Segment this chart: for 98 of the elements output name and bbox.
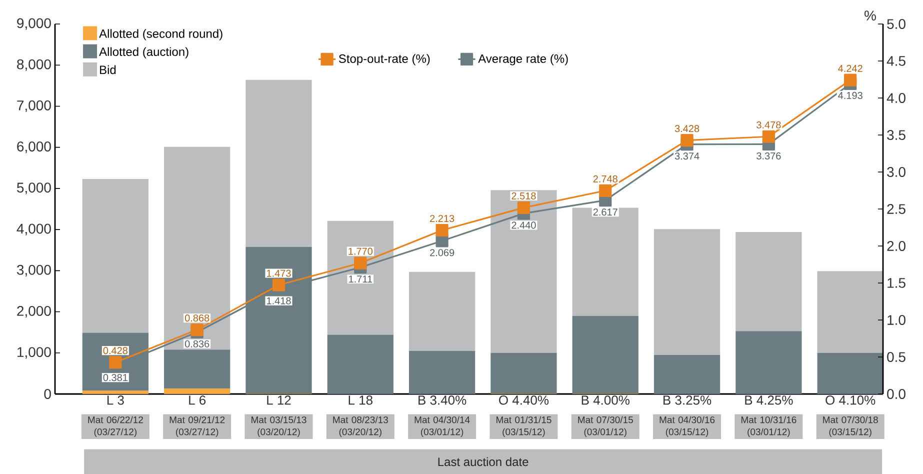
text: Mat 04/30/16 (03/15/12): [660, 416, 715, 438]
data-label: 3.478: [756, 121, 781, 128]
text: Mat 04/30/14 (03/01/12): [414, 416, 470, 438]
x-tick-label: L 12: [267, 396, 291, 405]
point: [272, 278, 286, 292]
bar: [817, 352, 884, 394]
bar: [327, 220, 394, 335]
text: Mat 07/30/15 (03/01/12): [578, 416, 633, 438]
data-label: 2.617: [593, 208, 618, 216]
data-label: 1.770: [348, 248, 373, 255]
y-tick-label: 3,000: [16, 264, 51, 276]
text: Mat 08/23/13 (03/20/12): [333, 416, 388, 438]
bar: [164, 350, 230, 389]
point: [436, 224, 448, 237]
data-label: 0.428: [103, 347, 128, 354]
data-label: 2.213: [430, 214, 454, 222]
y2-tick-label: 2.0: [887, 241, 906, 251]
x-tick-label: L 3: [107, 396, 124, 405]
x-tick-label: B 3.40%: [418, 396, 466, 405]
text: Mat 09/21/12 (03/27/12): [170, 416, 225, 438]
bar: [327, 334, 394, 394]
text: Mat 07/30/18 (03/15/12): [823, 416, 878, 438]
y2-axis-title: %: [864, 10, 876, 20]
text: Mat 06/22/12 (03/27/12): [88, 416, 143, 438]
y2-tick-label: 0.5: [887, 352, 906, 362]
y-tick-label: 1,000: [18, 347, 51, 359]
point: [844, 74, 857, 86]
data-label: 0.381: [103, 374, 128, 382]
point: [762, 130, 775, 143]
data-label: 0.868: [184, 314, 210, 322]
bar: [736, 331, 802, 394]
y2-tick-label: 2.5: [887, 204, 906, 214]
bar: [164, 146, 230, 350]
text: Mat 10/31/16 (03/01/12): [741, 416, 796, 438]
text: Mat 03/15/13 (03/20/12): [252, 416, 306, 438]
data-label: 0.836: [184, 340, 210, 348]
y2-tick-label: 1.5: [888, 278, 906, 288]
point: [109, 356, 122, 369]
data-label: 3.376: [756, 152, 781, 160]
data-label: 1.418: [266, 297, 291, 304]
y2-tick-label: 4.5: [886, 56, 906, 66]
y-tick-label: 7,000: [17, 100, 51, 112]
y2-tick-label: 5.0: [887, 19, 906, 29]
y2-tick-label: 1.0: [888, 315, 906, 325]
bar: [490, 190, 557, 353]
bar: [654, 354, 720, 394]
data-label: 1.711: [349, 276, 372, 282]
y2-tick-label: 0.0: [887, 389, 906, 399]
bar: [82, 390, 148, 394]
point: [517, 201, 530, 214]
legend-label: Bid: [100, 65, 116, 74]
bar: [408, 272, 476, 351]
y-tick-label: 6,000: [17, 142, 51, 154]
data-label: 4.242: [838, 64, 862, 72]
y-tick-label: 8,000: [17, 59, 51, 71]
x-axis-title: Last auction date: [438, 457, 528, 466]
bar: [408, 350, 476, 394]
data-label: 2.518: [512, 192, 536, 200]
y-tick-label: 0: [44, 389, 51, 399]
x-tick-label: L 6: [189, 396, 206, 405]
bar: [490, 352, 557, 394]
y-tick-label: 9,000: [17, 18, 51, 30]
data-label: 2.440: [512, 222, 536, 229]
bar: [736, 232, 802, 332]
point: [599, 184, 612, 197]
x-tick-label: O 4.10%: [826, 396, 876, 405]
bar: [82, 178, 148, 333]
x-tick-label: B 4.25%: [745, 396, 793, 405]
legend-label: Allotted (auction): [99, 47, 188, 58]
legend-label: Stop-out-rate (%): [338, 54, 430, 66]
bar: [572, 208, 638, 316]
bar: [654, 229, 720, 355]
y2-tick-label: 4.0: [886, 93, 906, 103]
y-tick-label: 2,000: [17, 306, 51, 318]
y-tick-label: 4,000: [16, 224, 51, 236]
data-label: 2.748: [593, 175, 618, 182]
x-tick-label: B 4.00%: [582, 396, 630, 405]
data-label: 3.374: [674, 152, 700, 160]
x-tick-label: O 4.40%: [499, 396, 549, 405]
x-tick-label: L 18: [348, 396, 372, 405]
data-label: 2.069: [430, 249, 454, 256]
legend-label: Average rate (%): [478, 54, 568, 66]
data-label: 3.428: [674, 125, 700, 132]
x-tick-label: B 3.25%: [664, 396, 712, 405]
bar: [246, 80, 312, 247]
point: [680, 134, 694, 147]
y2-tick-label: 3.5: [887, 130, 906, 140]
legend-label: Allotted (second round): [99, 29, 222, 40]
bar: [572, 316, 638, 394]
point: [190, 323, 204, 336]
bar: [164, 388, 230, 394]
y-tick-label: 5,000: [17, 182, 51, 194]
data-label: 4.193: [838, 92, 862, 99]
y2-tick-label: 3.0: [887, 167, 906, 177]
data-label: 1.473: [266, 270, 291, 277]
point: [354, 256, 367, 270]
text: Mat 01/31/15 (03/15/12): [496, 416, 552, 438]
bar: [817, 271, 884, 353]
